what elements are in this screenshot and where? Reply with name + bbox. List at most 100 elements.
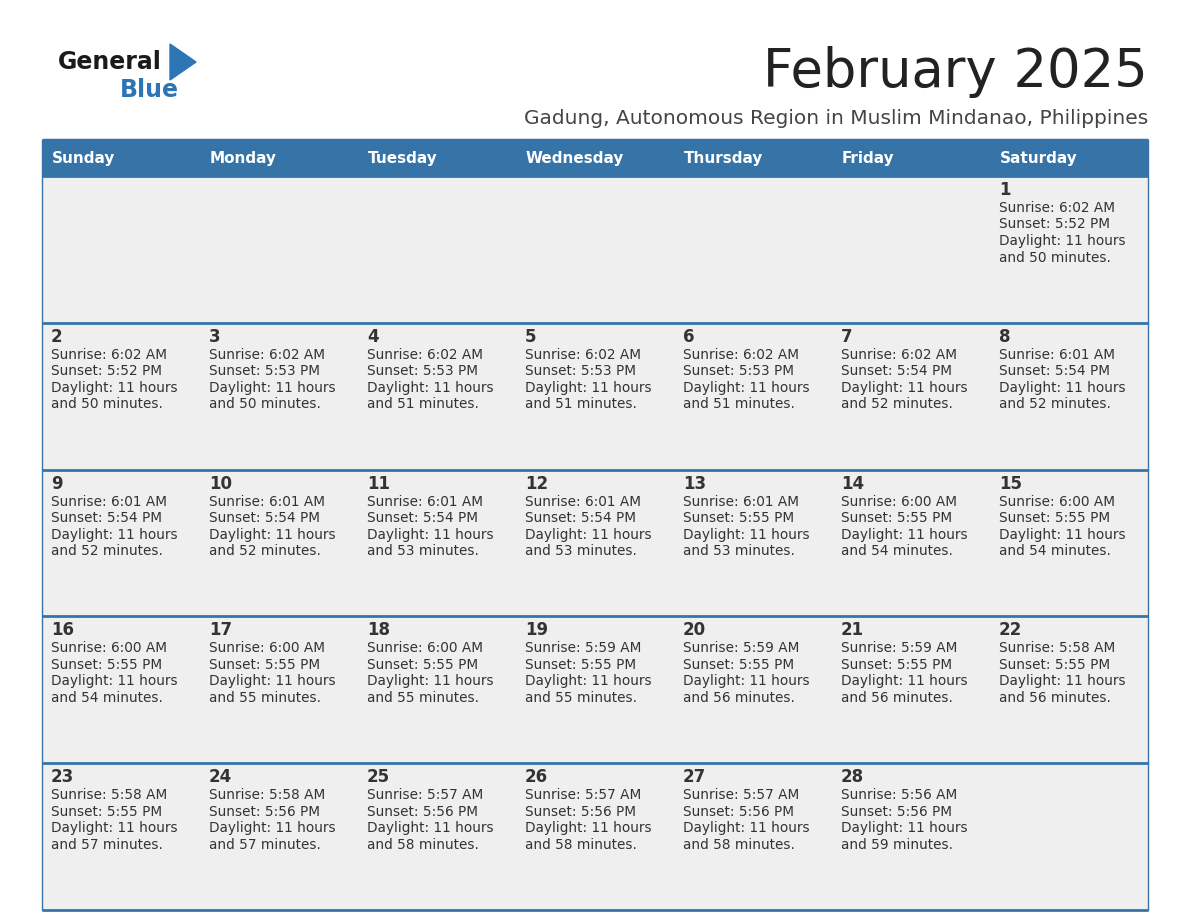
Text: Daylight: 11 hours: Daylight: 11 hours: [51, 381, 178, 395]
Text: Daylight: 11 hours: Daylight: 11 hours: [209, 822, 336, 835]
Text: Sunset: 5:55 PM: Sunset: 5:55 PM: [683, 511, 794, 525]
Bar: [516, 176, 674, 323]
Text: Wednesday: Wednesday: [526, 151, 625, 165]
Bar: [42, 763, 200, 910]
Text: and 52 minutes.: and 52 minutes.: [51, 544, 163, 558]
Text: 6: 6: [683, 328, 695, 346]
Text: Sunrise: 6:02 AM: Sunrise: 6:02 AM: [367, 348, 484, 362]
Text: 15: 15: [999, 475, 1022, 493]
Text: Sunset: 5:52 PM: Sunset: 5:52 PM: [999, 218, 1110, 231]
Text: Sunrise: 6:01 AM: Sunrise: 6:01 AM: [683, 495, 800, 509]
Text: and 51 minutes.: and 51 minutes.: [525, 397, 637, 411]
Text: 26: 26: [525, 768, 548, 786]
Bar: [832, 140, 990, 176]
Text: 9: 9: [51, 475, 63, 493]
Text: Sunrise: 6:00 AM: Sunrise: 6:00 AM: [209, 642, 326, 655]
Text: Daylight: 11 hours: Daylight: 11 hours: [683, 528, 810, 542]
Bar: [832, 176, 990, 323]
Text: Daylight: 11 hours: Daylight: 11 hours: [999, 528, 1125, 542]
Text: 25: 25: [367, 768, 390, 786]
Text: Sunset: 5:55 PM: Sunset: 5:55 PM: [51, 658, 162, 672]
Text: Tuesday: Tuesday: [368, 151, 437, 165]
Text: 16: 16: [51, 621, 74, 640]
Bar: [674, 323, 832, 470]
Bar: [990, 616, 1148, 763]
Bar: [358, 140, 516, 176]
Bar: [200, 763, 358, 910]
Text: 4: 4: [367, 328, 379, 346]
Text: Sunrise: 6:02 AM: Sunrise: 6:02 AM: [999, 201, 1116, 215]
Text: Sunset: 5:55 PM: Sunset: 5:55 PM: [367, 658, 478, 672]
Text: Daylight: 11 hours: Daylight: 11 hours: [683, 675, 810, 688]
Bar: [990, 176, 1148, 323]
Text: Daylight: 11 hours: Daylight: 11 hours: [999, 675, 1125, 688]
Text: Sunrise: 6:00 AM: Sunrise: 6:00 AM: [999, 495, 1116, 509]
Text: Daylight: 11 hours: Daylight: 11 hours: [999, 381, 1125, 395]
Text: Sunrise: 5:56 AM: Sunrise: 5:56 AM: [841, 789, 958, 802]
Text: Daylight: 11 hours: Daylight: 11 hours: [841, 528, 967, 542]
Text: and 54 minutes.: and 54 minutes.: [999, 544, 1111, 558]
Text: Daylight: 11 hours: Daylight: 11 hours: [525, 528, 652, 542]
Text: and 53 minutes.: and 53 minutes.: [367, 544, 479, 558]
Text: Daylight: 11 hours: Daylight: 11 hours: [209, 381, 336, 395]
Text: and 50 minutes.: and 50 minutes.: [999, 251, 1111, 264]
Text: Sunset: 5:56 PM: Sunset: 5:56 PM: [841, 805, 952, 819]
Bar: [42, 140, 200, 176]
Text: Blue: Blue: [120, 78, 179, 102]
Text: Sunrise: 5:57 AM: Sunrise: 5:57 AM: [683, 789, 800, 802]
Text: Sunset: 5:56 PM: Sunset: 5:56 PM: [367, 805, 478, 819]
Text: and 51 minutes.: and 51 minutes.: [367, 397, 479, 411]
Text: Sunrise: 5:59 AM: Sunrise: 5:59 AM: [683, 642, 800, 655]
Bar: [832, 323, 990, 470]
Text: Daylight: 11 hours: Daylight: 11 hours: [367, 381, 494, 395]
Text: 28: 28: [841, 768, 864, 786]
Bar: [832, 763, 990, 910]
Bar: [990, 140, 1148, 176]
Bar: [42, 323, 200, 470]
Text: February 2025: February 2025: [763, 46, 1148, 98]
Text: Sunset: 5:55 PM: Sunset: 5:55 PM: [999, 511, 1110, 525]
Text: and 56 minutes.: and 56 minutes.: [999, 691, 1111, 705]
Bar: [832, 616, 990, 763]
Text: Sunrise: 6:01 AM: Sunrise: 6:01 AM: [999, 348, 1116, 362]
Text: 7: 7: [841, 328, 853, 346]
Text: Sunset: 5:54 PM: Sunset: 5:54 PM: [841, 364, 952, 378]
Text: 23: 23: [51, 768, 74, 786]
Text: Daylight: 11 hours: Daylight: 11 hours: [367, 528, 494, 542]
Text: Sunset: 5:56 PM: Sunset: 5:56 PM: [683, 805, 794, 819]
Text: and 52 minutes.: and 52 minutes.: [999, 397, 1111, 411]
Bar: [990, 470, 1148, 616]
Text: Sunset: 5:56 PM: Sunset: 5:56 PM: [209, 805, 320, 819]
Text: Sunset: 5:53 PM: Sunset: 5:53 PM: [683, 364, 794, 378]
Text: Sunrise: 6:00 AM: Sunrise: 6:00 AM: [367, 642, 484, 655]
Bar: [674, 176, 832, 323]
Text: General: General: [58, 50, 162, 74]
Text: 19: 19: [525, 621, 548, 640]
Text: Sunrise: 6:01 AM: Sunrise: 6:01 AM: [209, 495, 326, 509]
Text: and 52 minutes.: and 52 minutes.: [209, 544, 321, 558]
Text: Sunset: 5:54 PM: Sunset: 5:54 PM: [525, 511, 636, 525]
Polygon shape: [170, 44, 196, 80]
Text: Saturday: Saturday: [1000, 151, 1078, 165]
Bar: [200, 140, 358, 176]
Text: 22: 22: [999, 621, 1022, 640]
Text: Sunrise: 6:02 AM: Sunrise: 6:02 AM: [209, 348, 326, 362]
Bar: [200, 323, 358, 470]
Text: Friday: Friday: [842, 151, 895, 165]
Text: and 57 minutes.: and 57 minutes.: [209, 838, 321, 852]
Bar: [832, 470, 990, 616]
Text: Sunset: 5:52 PM: Sunset: 5:52 PM: [51, 364, 162, 378]
Bar: [358, 470, 516, 616]
Bar: [516, 140, 674, 176]
Text: and 54 minutes.: and 54 minutes.: [51, 691, 163, 705]
Text: 14: 14: [841, 475, 864, 493]
Bar: [200, 616, 358, 763]
Text: 17: 17: [209, 621, 232, 640]
Bar: [516, 763, 674, 910]
Text: Sunrise: 5:57 AM: Sunrise: 5:57 AM: [525, 789, 642, 802]
Text: and 51 minutes.: and 51 minutes.: [683, 397, 795, 411]
Text: and 53 minutes.: and 53 minutes.: [525, 544, 637, 558]
Text: 8: 8: [999, 328, 1011, 346]
Bar: [516, 470, 674, 616]
Text: 21: 21: [841, 621, 864, 640]
